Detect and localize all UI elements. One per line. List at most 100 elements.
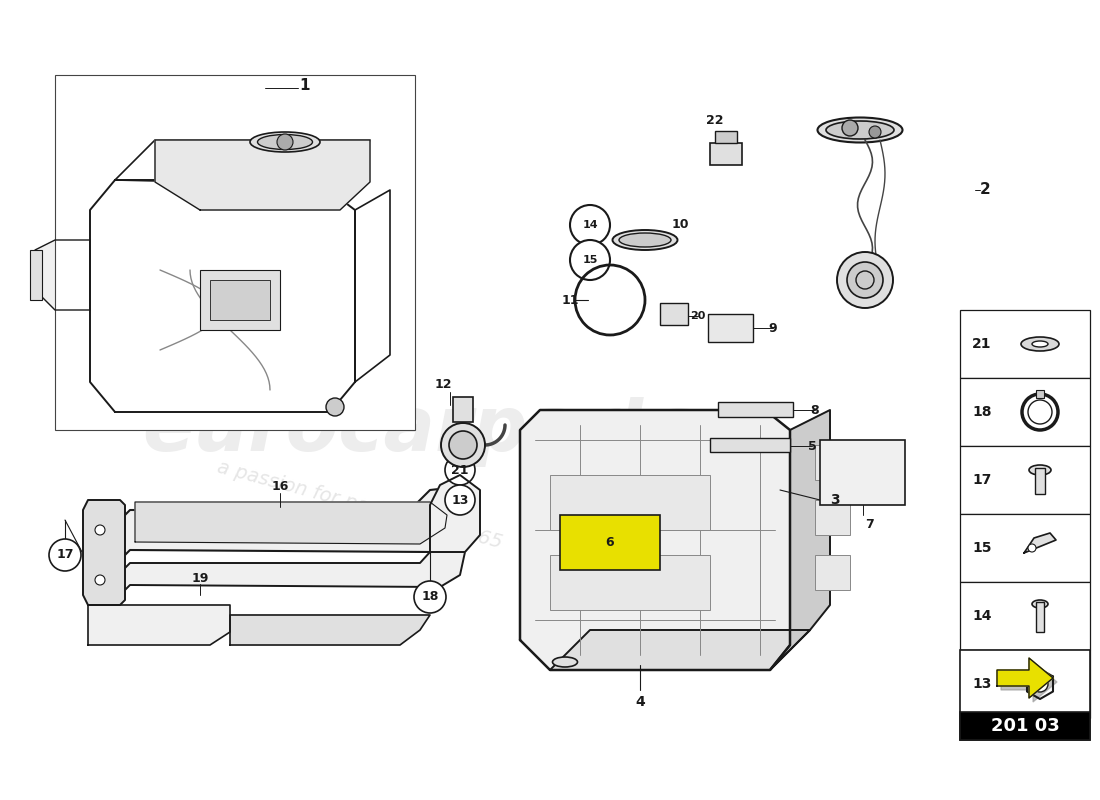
Bar bbox=[1036, 602, 1044, 632]
Ellipse shape bbox=[817, 118, 902, 142]
Text: 21: 21 bbox=[972, 337, 991, 351]
Text: 2: 2 bbox=[980, 182, 990, 198]
Bar bbox=[710, 438, 790, 452]
Bar bbox=[55, 75, 415, 430]
Bar bbox=[560, 515, 660, 570]
Text: 14: 14 bbox=[582, 220, 597, 230]
Ellipse shape bbox=[1032, 600, 1048, 608]
Polygon shape bbox=[88, 605, 230, 645]
Text: 4: 4 bbox=[635, 695, 645, 709]
Ellipse shape bbox=[619, 233, 671, 247]
Circle shape bbox=[847, 262, 883, 298]
Text: 1: 1 bbox=[299, 78, 310, 93]
Ellipse shape bbox=[1028, 465, 1050, 475]
Polygon shape bbox=[35, 240, 90, 310]
Bar bbox=[815, 500, 850, 535]
Ellipse shape bbox=[1021, 337, 1059, 351]
Bar bbox=[453, 397, 473, 422]
Bar bbox=[1035, 468, 1045, 494]
Circle shape bbox=[570, 240, 611, 280]
Bar bbox=[960, 650, 1090, 740]
Text: 21: 21 bbox=[451, 463, 469, 477]
Circle shape bbox=[414, 581, 446, 613]
Ellipse shape bbox=[1032, 341, 1048, 347]
Text: 9: 9 bbox=[769, 322, 778, 334]
Polygon shape bbox=[355, 190, 390, 382]
Text: 15: 15 bbox=[972, 541, 991, 555]
Circle shape bbox=[446, 485, 475, 515]
Text: 7: 7 bbox=[866, 518, 874, 531]
Circle shape bbox=[1032, 676, 1048, 692]
Polygon shape bbox=[135, 502, 447, 544]
Circle shape bbox=[95, 525, 104, 535]
Text: 12: 12 bbox=[434, 378, 452, 391]
Polygon shape bbox=[155, 140, 370, 210]
Polygon shape bbox=[1027, 669, 1053, 699]
Polygon shape bbox=[550, 630, 810, 670]
Circle shape bbox=[869, 126, 881, 138]
Bar bbox=[960, 446, 1090, 514]
Ellipse shape bbox=[257, 134, 312, 150]
Text: 17: 17 bbox=[972, 473, 991, 487]
Bar bbox=[550, 555, 710, 610]
Circle shape bbox=[1028, 544, 1036, 552]
Bar bbox=[960, 514, 1090, 582]
Text: 201 03: 201 03 bbox=[991, 717, 1059, 735]
Ellipse shape bbox=[613, 230, 678, 250]
Bar bbox=[960, 582, 1090, 650]
Text: 5: 5 bbox=[807, 439, 816, 453]
Text: 15: 15 bbox=[582, 255, 597, 265]
Circle shape bbox=[856, 271, 875, 289]
Bar bbox=[815, 445, 850, 480]
Polygon shape bbox=[116, 140, 370, 182]
Bar bbox=[708, 314, 754, 342]
Bar bbox=[960, 712, 1090, 740]
Text: a passion for parts since 1965: a passion for parts since 1965 bbox=[216, 458, 505, 552]
Text: 18: 18 bbox=[421, 590, 439, 603]
Bar bbox=[715, 131, 737, 143]
Polygon shape bbox=[116, 488, 465, 565]
Text: 17: 17 bbox=[56, 549, 74, 562]
Polygon shape bbox=[520, 410, 790, 670]
Circle shape bbox=[449, 431, 477, 459]
Circle shape bbox=[277, 134, 293, 150]
Text: 18: 18 bbox=[972, 405, 991, 419]
Polygon shape bbox=[116, 552, 465, 600]
Text: 22: 22 bbox=[706, 114, 724, 126]
Bar bbox=[200, 270, 280, 330]
Circle shape bbox=[446, 455, 475, 485]
Circle shape bbox=[50, 539, 81, 571]
Circle shape bbox=[441, 423, 485, 467]
Text: 13: 13 bbox=[972, 677, 991, 691]
Text: 8: 8 bbox=[811, 403, 819, 417]
Text: 20: 20 bbox=[691, 311, 706, 321]
Bar bbox=[815, 555, 850, 590]
Ellipse shape bbox=[250, 132, 320, 152]
Polygon shape bbox=[90, 180, 355, 412]
Polygon shape bbox=[1001, 662, 1057, 702]
Text: 13: 13 bbox=[451, 494, 469, 506]
Bar bbox=[550, 475, 710, 530]
Bar bbox=[30, 250, 42, 300]
Text: eurocarparts: eurocarparts bbox=[142, 393, 698, 467]
Text: 19: 19 bbox=[191, 571, 209, 585]
Bar bbox=[1036, 390, 1044, 398]
Text: 10: 10 bbox=[671, 218, 689, 230]
Bar bbox=[960, 650, 1090, 718]
Polygon shape bbox=[1024, 533, 1056, 553]
Polygon shape bbox=[770, 410, 830, 670]
Bar bbox=[960, 378, 1090, 446]
Text: 11: 11 bbox=[561, 294, 579, 306]
Polygon shape bbox=[430, 475, 480, 552]
Text: 3: 3 bbox=[830, 493, 839, 507]
Bar bbox=[820, 440, 905, 505]
Text: 6: 6 bbox=[606, 535, 614, 549]
Circle shape bbox=[326, 398, 344, 416]
Bar bbox=[718, 402, 793, 417]
Polygon shape bbox=[230, 615, 430, 645]
Ellipse shape bbox=[552, 657, 578, 667]
Circle shape bbox=[570, 205, 611, 245]
Circle shape bbox=[837, 252, 893, 308]
Bar bbox=[960, 310, 1090, 378]
Polygon shape bbox=[997, 658, 1053, 698]
